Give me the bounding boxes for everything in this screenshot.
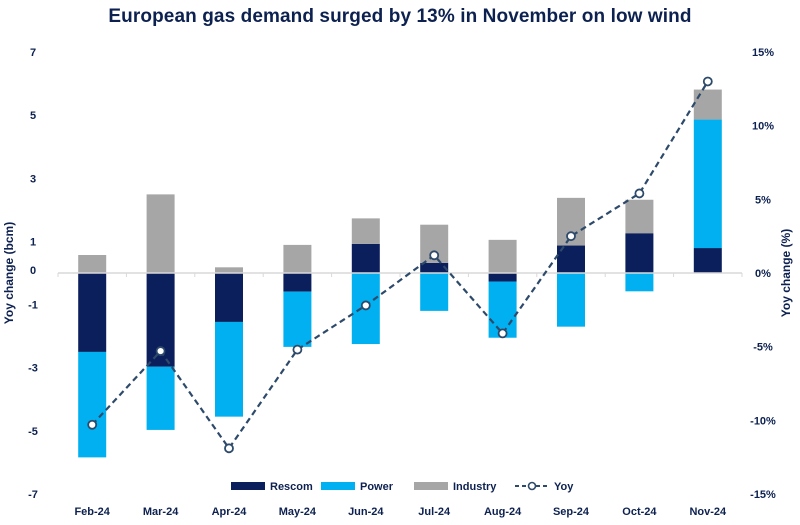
y-tick-label-right: -10% xyxy=(750,415,776,427)
bar-power-nov-24 xyxy=(693,119,722,249)
yoy-marker-aug-24 xyxy=(497,328,508,339)
yoy-line xyxy=(91,80,709,451)
y-tick-label-right: -5% xyxy=(753,342,773,354)
legend-label-yoy: Yoy xyxy=(554,481,574,493)
y-tick-label-right: 5% xyxy=(755,194,771,206)
x-tick-label: Sep-24 xyxy=(553,506,590,518)
y-tick-label-right: 10% xyxy=(752,121,774,133)
legend-label-industry: Industry xyxy=(453,481,497,493)
y-axis-title-left: Yoy change (bcm) xyxy=(2,222,16,324)
y-tick-label-left: -5 xyxy=(28,426,38,438)
x-tick-label: Aug-24 xyxy=(484,506,522,518)
bar-power-feb-24 xyxy=(78,351,107,458)
bar-power-sep-24 xyxy=(557,273,585,327)
bar-power-aug-24 xyxy=(488,281,517,338)
legend-label-power: Power xyxy=(360,481,394,493)
bar-rescom-apr-24 xyxy=(215,273,243,322)
yoy-marker-jul-24 xyxy=(429,250,440,261)
yoy-marker-oct-24 xyxy=(634,188,645,199)
bar-industry-mar-24 xyxy=(146,194,175,273)
bar-power-oct-24 xyxy=(625,273,654,292)
bar-rescom-nov-24 xyxy=(693,248,722,273)
y-tick-label-left: 0 xyxy=(30,265,36,277)
bar-power-mar-24 xyxy=(146,366,175,430)
y-tick-label-left: -7 xyxy=(28,489,38,501)
bar-power-apr-24 xyxy=(215,321,243,417)
x-tick-label: May-24 xyxy=(279,506,317,518)
y-tick-label-left: -3 xyxy=(28,363,38,375)
y-tick-label-left: 1 xyxy=(30,236,36,248)
chart-title: European gas demand surged by 13% in Nov… xyxy=(108,6,692,27)
x-tick-label: Jun-24 xyxy=(348,506,384,518)
y-tick-label-right: 0% xyxy=(755,268,771,280)
x-tick-label: Feb-24 xyxy=(74,506,110,518)
bar-power-jul-24 xyxy=(420,273,449,311)
bar-rescom-aug-24 xyxy=(488,273,517,282)
bar-rescom-may-24 xyxy=(283,273,312,292)
bar-rescom-feb-24 xyxy=(78,273,107,352)
yoy-marker-feb-24 xyxy=(87,419,98,430)
yoy-marker-mar-24 xyxy=(155,346,166,356)
bar-rescom-jun-24 xyxy=(351,243,380,273)
legend-swatch-power xyxy=(321,482,355,490)
y-tick-label-right: -15% xyxy=(750,489,776,501)
x-tick-label: Mar-24 xyxy=(143,506,179,518)
yoy-marker-may-24 xyxy=(292,344,303,355)
labels-layer: 7 5 3 1 0 -1 -3 -5 -7 15% 10% 5% 0% -5% -10% -15% Feb-24… xyxy=(28,47,776,518)
y-tick-label-left: 3 xyxy=(30,173,36,185)
bar-rescom-oct-24 xyxy=(625,233,654,273)
yoy-marker-apr-24 xyxy=(224,443,234,454)
bar-industry-may-24 xyxy=(283,244,312,273)
x-tick-label: Jul-24 xyxy=(418,506,451,518)
bar-industry-apr-24 xyxy=(215,267,243,273)
bar-rescom-jul-24 xyxy=(420,262,449,273)
bar-industry-nov-24 xyxy=(693,89,722,120)
bar-industry-jun-24 xyxy=(351,218,380,244)
x-tick-label: Apr-24 xyxy=(212,506,248,518)
yoy-line-layer xyxy=(87,76,713,454)
bar-industry-oct-24 xyxy=(625,199,654,234)
legend-swatch-rescom xyxy=(231,482,265,490)
y-tick-label-left: 7 xyxy=(30,47,36,59)
y-tick-label-left: -1 xyxy=(28,300,38,312)
legend-marker-yoy xyxy=(527,481,537,491)
yoy-marker-jun-24 xyxy=(360,300,371,311)
x-tick-label: Nov-24 xyxy=(689,506,727,518)
yoy-marker-nov-24 xyxy=(702,76,713,87)
axis-layer xyxy=(57,272,743,277)
legend-label-rescom: Rescom xyxy=(270,481,313,493)
yoy-marker-sep-24 xyxy=(566,231,576,242)
y-tick-label-left: 5 xyxy=(30,110,36,122)
legend-swatch-industry xyxy=(414,482,448,490)
y-tick-label-right: 15% xyxy=(752,47,774,59)
x-tick-label: Oct-24 xyxy=(622,506,657,518)
legend: Rescom Power Industry Yoy xyxy=(231,481,574,493)
bar-power-may-24 xyxy=(283,291,312,347)
y-axis-title-right: Yoy change (%) xyxy=(779,229,793,317)
bar-industry-feb-24 xyxy=(78,255,107,273)
bar-industry-aug-24 xyxy=(488,239,517,273)
